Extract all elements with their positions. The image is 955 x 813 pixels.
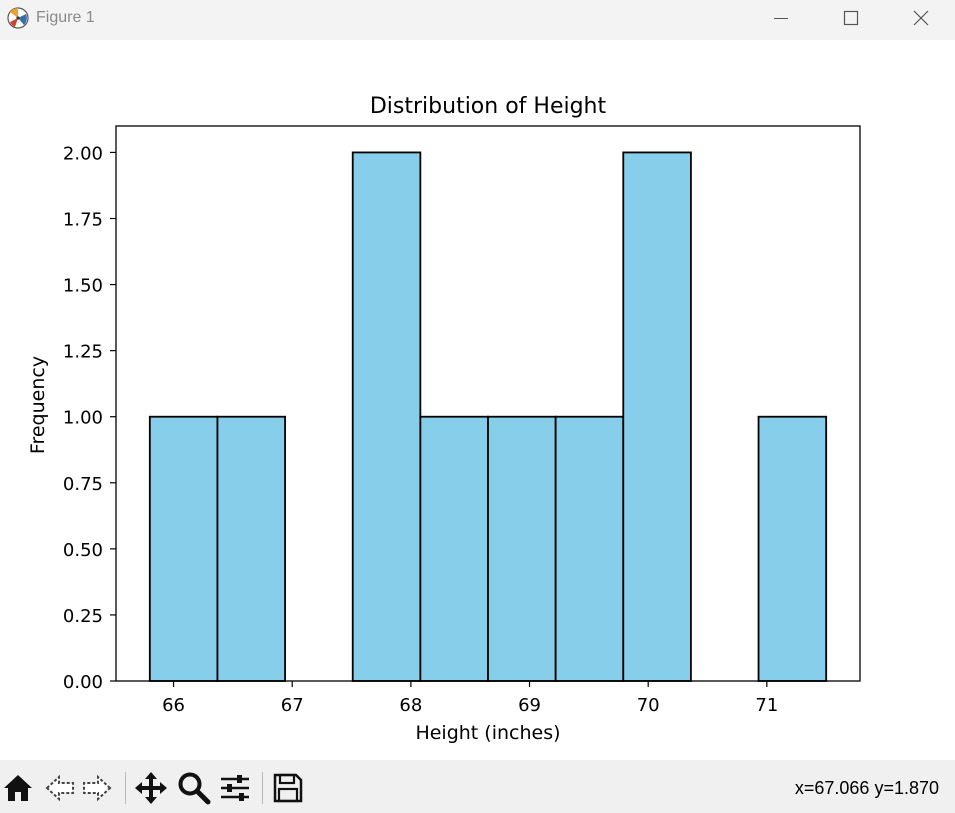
histogram-bar (554, 415, 625, 682)
forward-arrow-icon (83, 774, 112, 802)
matplotlib-icon (7, 7, 29, 29)
maximize-button[interactable] (816, 0, 886, 36)
histogram-bar (487, 415, 557, 682)
histogram-bar (351, 151, 422, 682)
window-title: Figure 1 (36, 9, 95, 26)
histogram-bar (148, 415, 219, 682)
configure-subplots-button[interactable] (217, 770, 253, 806)
y-axis-label: Frequency (27, 356, 49, 454)
toolbar-separator (262, 772, 263, 804)
minimize-icon (774, 18, 788, 19)
histogram-bar (419, 415, 489, 682)
x-tick-label: 67 (281, 695, 304, 716)
configure-subplots-icon (221, 775, 249, 801)
back-arrow-icon (45, 774, 74, 802)
y-ticks-group: 0.00 0.25 0.50 0.75 1.00 1.25 1.50 1.75 2.00 (63, 143, 116, 693)
pan-button[interactable] (133, 770, 169, 806)
zoom-button[interactable] (176, 770, 212, 806)
close-icon (913, 10, 929, 26)
home-button[interactable] (0, 770, 36, 806)
y-tick-label: 1.50 (63, 276, 103, 297)
x-tick-label: 66 (162, 695, 185, 716)
chart-title: Distribution of Height (370, 94, 607, 119)
save-button[interactable] (270, 770, 306, 806)
x-ticks-group: 66 67 68 69 70 71 (162, 681, 778, 716)
histogram-bar (757, 415, 828, 682)
figure-canvas[interactable]: Distribution of Height 66 67 68 69 70 71 0.00… (0, 40, 955, 760)
x-tick-label: 68 (399, 695, 422, 716)
bars-group (148, 151, 828, 682)
histogram-chart: Distribution of Height 66 67 68 69 70 71 0.00… (27, 94, 861, 744)
x-axis-label: Height (inches) (415, 722, 560, 744)
forward-button[interactable] (79, 770, 115, 806)
x-tick-label: 71 (755, 695, 778, 716)
minimize-button[interactable] (746, 0, 816, 36)
home-icon (4, 775, 32, 801)
x-tick-label: 70 (637, 695, 660, 716)
window-titlebar: Figure 1 (0, 0, 955, 40)
y-tick-label: 2.00 (63, 143, 103, 164)
close-button[interactable] (886, 0, 955, 36)
y-tick-label: 1.25 (63, 342, 103, 363)
y-tick-label: 1.00 (63, 408, 103, 429)
y-tick-label: 0.25 (63, 606, 103, 627)
navigation-toolbar: x=67.066 y=1.870 (0, 760, 955, 813)
toolbar-separator (125, 772, 126, 804)
histogram-bar (622, 151, 692, 682)
cursor-coordinates: x=67.066 y=1.870 (794, 778, 939, 798)
save-disk-icon (273, 773, 303, 803)
zoom-magnifier-icon (178, 772, 211, 805)
back-button[interactable] (42, 770, 78, 806)
y-tick-label: 0.50 (63, 540, 103, 561)
plot-frame (115, 125, 861, 682)
pan-move-icon (135, 772, 167, 804)
y-tick-label: 0.75 (63, 474, 103, 495)
x-tick-label: 69 (518, 695, 541, 716)
y-tick-label: 1.75 (63, 210, 103, 231)
maximize-icon (843, 10, 859, 26)
y-tick-label: 0.00 (63, 672, 103, 693)
histogram-bar (216, 415, 286, 682)
